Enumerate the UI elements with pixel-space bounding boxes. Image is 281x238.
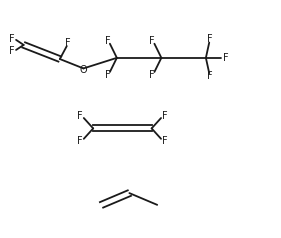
Text: F: F (162, 136, 168, 146)
Text: F: F (207, 71, 213, 81)
Text: F: F (105, 70, 110, 80)
Text: F: F (207, 35, 213, 45)
Text: F: F (9, 34, 15, 44)
Text: F: F (65, 38, 71, 48)
Text: F: F (105, 36, 110, 46)
Text: F: F (77, 136, 83, 146)
Text: F: F (223, 53, 228, 63)
Text: F: F (149, 36, 155, 46)
Text: F: F (77, 111, 83, 121)
Text: F: F (9, 46, 15, 56)
Text: F: F (162, 111, 168, 121)
Text: F: F (149, 70, 155, 80)
Text: O: O (80, 65, 87, 75)
